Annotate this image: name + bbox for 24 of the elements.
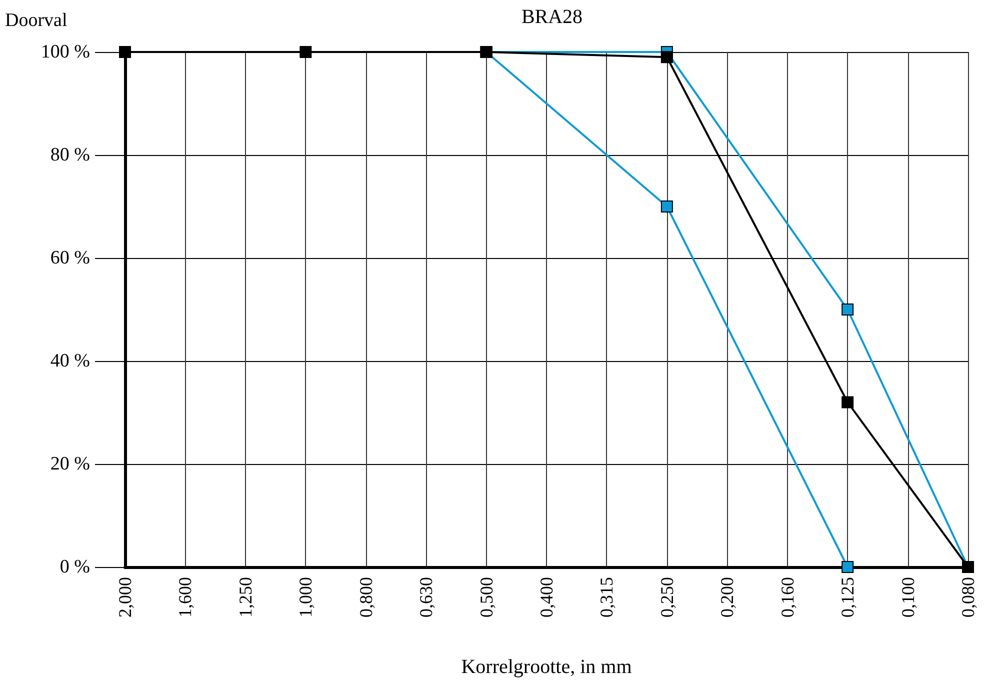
y-tick-label: 60 % bbox=[50, 248, 90, 268]
x-axis-title: Korrelgrootte, in mm bbox=[461, 656, 632, 678]
x-tick-label: 0,080 bbox=[958, 577, 978, 618]
y-tick-label: 100 % bbox=[40, 42, 90, 62]
x-tick-label: 0,125 bbox=[838, 577, 858, 618]
y-tick-label: 80 % bbox=[50, 144, 90, 166]
x-tick-label: 0,250 bbox=[656, 577, 677, 618]
x-tick-label: 0,630 bbox=[416, 577, 436, 618]
x-tick-label: 1,600 bbox=[175, 577, 196, 618]
x-tick-label: 1,250 bbox=[235, 577, 256, 618]
y-tick-label: 0 % bbox=[60, 556, 90, 578]
x-tick-label: 2,000 bbox=[115, 577, 135, 618]
y-tick-label: 20 % bbox=[50, 454, 90, 474]
x-tick-label: 0,500 bbox=[476, 577, 496, 618]
x-tick-label: 0,800 bbox=[356, 577, 376, 618]
y-tick-label: 40 % bbox=[50, 350, 90, 372]
x-tick-label: 0,160 bbox=[777, 577, 798, 618]
y-axis-title: Doorval bbox=[5, 10, 68, 31]
chart-title: BRA28 bbox=[521, 6, 583, 28]
x-tick-label: 0,400 bbox=[536, 577, 556, 618]
x-tick-label: 0,315 bbox=[596, 577, 617, 618]
x-tick-label: 0,100 bbox=[898, 577, 918, 618]
x-tick-label: 0,200 bbox=[717, 577, 738, 618]
x-tick-label: 1,000 bbox=[296, 577, 316, 618]
